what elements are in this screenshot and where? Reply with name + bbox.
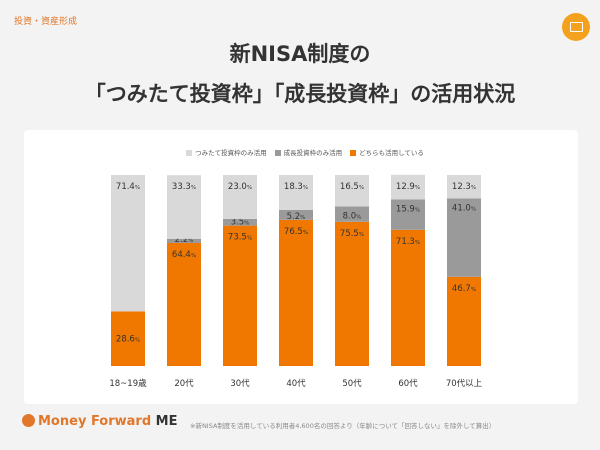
brand-suffix: ME	[155, 414, 178, 429]
data-label: 15.9%	[396, 204, 420, 214]
footnote: ※新NISA制度を活用している利用者4,600名の回答より（年齢について「回答し…	[190, 422, 496, 430]
data-label: 5.2%	[287, 212, 306, 222]
data-label: 8.0%	[343, 212, 362, 222]
bar-segment	[447, 175, 481, 199]
x-tick-label: 20代	[174, 378, 194, 389]
legend-label: 成長投資枠のみ活用	[283, 149, 343, 157]
bar-segment	[111, 311, 145, 366]
data-label: 12.9%	[396, 182, 420, 192]
bar-segment	[447, 276, 481, 366]
stacked-bar-chart: 28.6% 71.4% 18~19歳 64.4% 2.2% 33.3% 20代 73.5% 3.…	[109, 174, 483, 389]
data-label: 71.3%	[396, 237, 420, 247]
bar-segment	[391, 229, 425, 366]
data-label: 16.5%	[340, 182, 364, 192]
data-label: 3.5%	[231, 218, 250, 228]
data-label: 28.6%	[116, 335, 140, 345]
legend: つみたて投資枠のみ活用 成長投資枠のみ活用 どちらも活用している	[24, 147, 578, 157]
x-tick-label: 60代	[398, 378, 418, 389]
bar-segment	[167, 238, 201, 243]
bar-segment	[447, 198, 481, 277]
category-label: 投資・資産形成	[14, 17, 78, 27]
x-tick-label: 50代	[342, 378, 362, 389]
legend-label: どちらも活用している	[359, 149, 424, 157]
data-label: 2.2%	[175, 235, 194, 245]
bar-segment	[279, 175, 313, 210]
legend-label: つみたて投資枠のみ活用	[195, 149, 267, 157]
data-label: 41.0%	[452, 203, 476, 213]
bar-segment	[335, 221, 369, 366]
bar-segment	[335, 206, 369, 222]
data-label: 33.3%	[172, 182, 196, 192]
data-label: 73.5%	[228, 233, 252, 243]
screen-icon[interactable]	[562, 13, 590, 41]
bar-segment	[167, 175, 201, 239]
bar-segment	[223, 225, 257, 366]
brand-logo: Money Forward ME	[22, 414, 178, 429]
bar-segment	[223, 175, 257, 219]
x-tick-label: 30代	[230, 378, 250, 389]
legend-swatch	[186, 150, 193, 156]
bar-segment	[279, 209, 313, 220]
legend-swatch	[274, 150, 281, 156]
data-label: 46.7%	[452, 284, 476, 294]
data-label: 75.5%	[340, 229, 364, 239]
legend-swatch	[350, 150, 357, 156]
data-label: 76.5%	[284, 227, 308, 237]
bar-segment	[167, 242, 201, 366]
data-label: 71.4%	[116, 182, 140, 192]
bar-segment	[223, 218, 257, 226]
brand-name: Money Forward	[38, 414, 152, 429]
x-tick-label: 70代以上	[446, 378, 483, 389]
bar-segment	[391, 199, 425, 230]
logo-mark-icon	[22, 414, 35, 427]
bar-segment	[391, 174, 425, 200]
page-title-line2: 「つみたて投資枠」「成長投資枠」の活用状況	[84, 82, 516, 106]
data-label: 23.0%	[228, 182, 252, 192]
data-label: 18.3%	[284, 182, 308, 192]
x-tick-label: 18~19歳	[109, 378, 147, 389]
chart-panel: つみたて投資枠のみ活用 成長投資枠のみ活用 どちらも活用している 28.6% 71.4…	[24, 130, 578, 404]
x-tick-label: 40代	[286, 378, 306, 389]
bar-segment	[335, 175, 369, 207]
bar-segment	[279, 219, 313, 366]
bar-segment	[111, 175, 145, 312]
data-label: 12.3%	[452, 182, 476, 192]
data-label: 64.4%	[172, 250, 196, 260]
page-title-line1: 新NISA制度の	[229, 42, 371, 66]
